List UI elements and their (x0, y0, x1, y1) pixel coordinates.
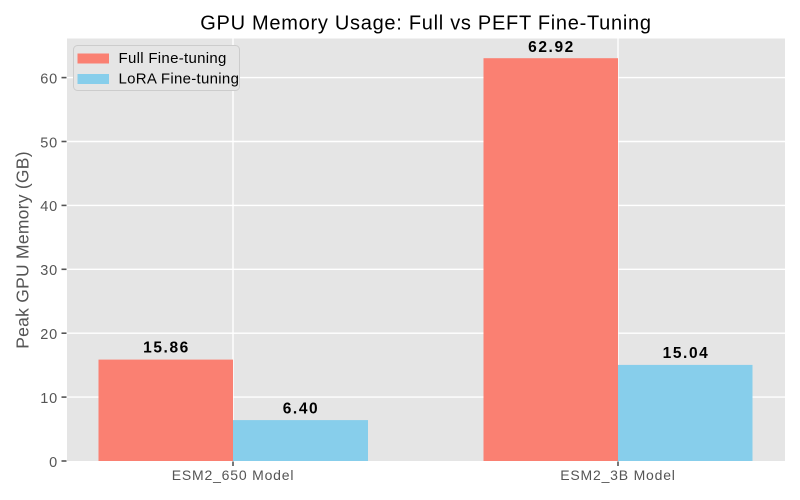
svg-text:6.40: 6.40 (283, 400, 320, 417)
svg-text:10: 10 (40, 391, 58, 407)
svg-text:15.04: 15.04 (663, 345, 710, 362)
svg-text:0: 0 (49, 455, 58, 471)
svg-text:LoRA Fine-tuning: LoRA Fine-tuning (119, 71, 240, 88)
svg-text:GPU Memory Usage: Full vs PEFT: GPU Memory Usage: Full vs PEFT Fine-Tuni… (200, 12, 651, 34)
svg-text:50: 50 (40, 135, 58, 151)
svg-text:62.92: 62.92 (528, 39, 575, 56)
svg-text:Full Fine-tuning: Full Fine-tuning (119, 50, 227, 67)
svg-text:30: 30 (40, 263, 58, 279)
svg-text:40: 40 (40, 199, 58, 215)
svg-text:Peak GPU Memory (GB): Peak GPU Memory (GB) (13, 151, 33, 349)
svg-text:20: 20 (40, 327, 58, 343)
svg-text:15.86: 15.86 (143, 340, 190, 357)
svg-text:ESM2_650 Model: ESM2_650 Model (172, 467, 295, 483)
svg-text:60: 60 (40, 71, 58, 87)
svg-text:ESM2_3B Model: ESM2_3B Model (560, 467, 675, 483)
